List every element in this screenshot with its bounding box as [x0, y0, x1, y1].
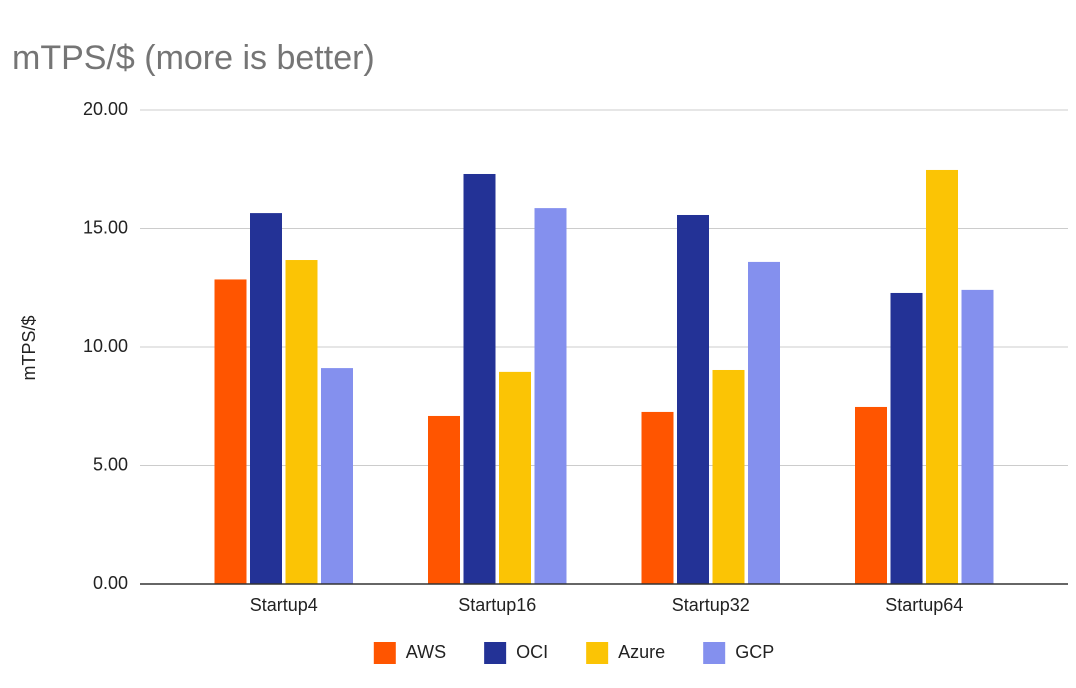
- bar: [890, 292, 923, 584]
- legend-swatch: [373, 642, 396, 664]
- bar: [641, 411, 674, 584]
- y-tick-label: 20.00: [83, 99, 128, 119]
- x-tick-label: Startup64: [885, 595, 963, 615]
- y-tick-label: 10.00: [83, 336, 128, 356]
- bar: [961, 289, 994, 584]
- legend-swatch: [484, 642, 507, 664]
- bar: [855, 406, 887, 584]
- x-tick-label: Startup4: [250, 595, 318, 615]
- bar: [285, 260, 318, 584]
- y-tick-label: 15.00: [83, 217, 128, 237]
- legend: AWS OCI Azure GCP: [373, 642, 774, 664]
- y-axis-label: mTPS/$: [19, 315, 39, 380]
- y-tick-label: 5.00: [93, 454, 128, 474]
- bar: [748, 261, 780, 584]
- bar: [214, 279, 247, 584]
- bar: [534, 208, 567, 585]
- x-tick-label: Startup32: [672, 595, 750, 615]
- legend-label: AWS: [406, 642, 446, 662]
- bar: [250, 213, 282, 584]
- x-tick-label: Startup16: [458, 595, 536, 615]
- legend-swatch: [703, 642, 726, 664]
- bar: [677, 214, 709, 584]
- bar: [428, 415, 460, 584]
- y-tick-label: 0.00: [93, 573, 128, 593]
- bar: [926, 169, 958, 584]
- legend-swatch: [586, 642, 609, 664]
- legend-label: Azure: [618, 642, 665, 662]
- chart-title: mTPS/$ (more is better): [12, 39, 375, 77]
- legend-label: GCP: [735, 642, 774, 662]
- bar: [463, 173, 496, 585]
- bar: [321, 368, 353, 584]
- legend-label: OCI: [516, 642, 548, 662]
- bar: [712, 369, 745, 584]
- bar: [499, 371, 531, 584]
